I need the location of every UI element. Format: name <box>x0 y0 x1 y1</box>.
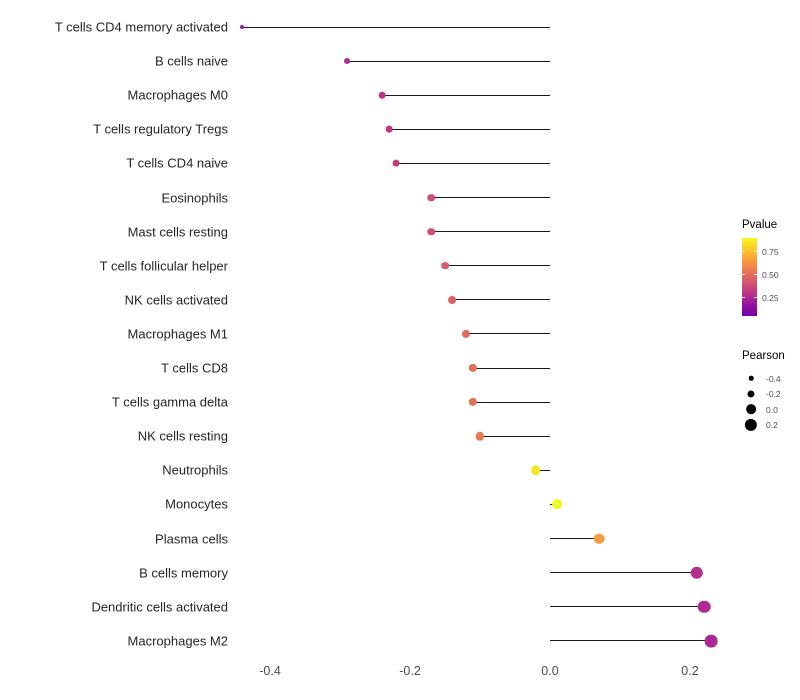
pvalue-tick-mark <box>754 274 757 276</box>
pvalue-tick-label: 0.50 <box>762 270 779 281</box>
category-label: NK cells activated <box>124 292 228 308</box>
category-label: Macrophages M1 <box>127 326 228 342</box>
pearson-key-dot <box>746 404 756 414</box>
category-label: Dendritic cells activated <box>91 599 228 615</box>
lollipop-stick <box>445 265 550 267</box>
lollipop-stick <box>466 333 550 335</box>
x-axis-tick-label: 0.2 <box>681 664 699 678</box>
pearson-legend-title: Pearson <box>742 350 785 362</box>
lollipop-stick <box>431 197 550 198</box>
category-label: T cells CD4 memory activated <box>54 19 228 35</box>
pearson-key-dot <box>744 418 758 431</box>
lollipop-dot <box>704 634 718 648</box>
x-axis-tick-label: -0.4 <box>259 664 281 678</box>
lollipop-dot <box>468 363 478 373</box>
lollipop-dot <box>690 566 704 579</box>
lollipop-stick <box>452 299 550 301</box>
lollipop-dot <box>240 25 244 29</box>
category-label: B cells naive <box>155 53 228 69</box>
pearson-key-label: -0.2 <box>766 389 781 399</box>
category-label: T cells gamma delta <box>111 394 228 410</box>
pvalue-tick-mark <box>754 251 757 253</box>
category-label: Macrophages M0 <box>127 87 228 103</box>
lollipop-dot <box>531 465 541 476</box>
lollipop-stick <box>473 367 550 369</box>
lollipop-dot <box>448 295 456 304</box>
category-label: T cells CD4 naive <box>126 155 228 171</box>
pearson-key-label: 0.2 <box>766 420 778 430</box>
pvalue-tick-mark <box>742 297 745 299</box>
lollipop-stick <box>396 162 550 164</box>
lollipop-stick <box>389 128 550 130</box>
pearson-key-dot <box>747 389 755 398</box>
lollipop-dot <box>475 431 485 441</box>
lollipop-stick <box>431 231 550 233</box>
lollipop-dot <box>697 600 711 613</box>
lollipop-dot <box>552 499 562 510</box>
lollipop-dot <box>593 533 605 544</box>
x-axis-tick-label: 0.0 <box>541 664 559 678</box>
lollipop-dot <box>468 397 478 407</box>
pvalue-tick-label: 0.75 <box>762 247 779 258</box>
lollipop-dot <box>461 329 471 338</box>
lollipop-stick <box>347 60 550 62</box>
category-label: Monocytes <box>165 496 228 512</box>
category-label: Mast cells resting <box>127 224 228 240</box>
category-label: Macrophages M2 <box>127 633 228 649</box>
lollipop-stick <box>473 401 550 403</box>
lollipop-dot <box>441 261 449 270</box>
pvalue-tick-mark <box>742 274 745 276</box>
lollipop-stick <box>480 435 550 437</box>
lollipop-stick <box>536 469 550 471</box>
lollipop-stick <box>550 538 599 539</box>
category-label: Eosinophils <box>161 190 229 205</box>
pearson-key-label: 0.0 <box>766 404 778 415</box>
pvalue-gradient-bar <box>742 238 757 316</box>
lollipop-stick <box>550 606 704 608</box>
lollipop-dot <box>378 91 386 99</box>
pvalue-tick-label: 0.25 <box>762 293 779 304</box>
lollipop-stick <box>242 26 550 28</box>
category-label: B cells memory <box>139 565 228 581</box>
pvalue-legend-title: Pvalue <box>742 219 778 231</box>
lollipop-dot <box>392 159 400 167</box>
lollipop-stick <box>382 94 550 96</box>
lollipop-dot <box>427 227 435 236</box>
lollipop-dot <box>427 193 435 202</box>
x-axis-tick-label: -0.2 <box>399 664 421 678</box>
pvalue-tick-mark <box>754 297 757 299</box>
category-label: Plasma cells <box>155 531 228 546</box>
category-label: T cells CD8 <box>161 360 228 376</box>
category-label: NK cells resting <box>137 428 228 444</box>
pvalue-tick-mark <box>742 251 745 253</box>
lollipop-stick <box>550 572 697 574</box>
lollipop-dot <box>385 125 393 133</box>
lollipop-stick <box>550 640 711 642</box>
pearson-key-dot <box>748 375 754 381</box>
category-label: T cells regulatory Tregs <box>93 121 228 137</box>
lollipop-dot <box>344 58 350 65</box>
category-label: T cells follicular helper <box>99 258 228 274</box>
pearson-key-label: -0.4 <box>766 373 781 384</box>
category-label: Neutrophils <box>162 462 228 478</box>
